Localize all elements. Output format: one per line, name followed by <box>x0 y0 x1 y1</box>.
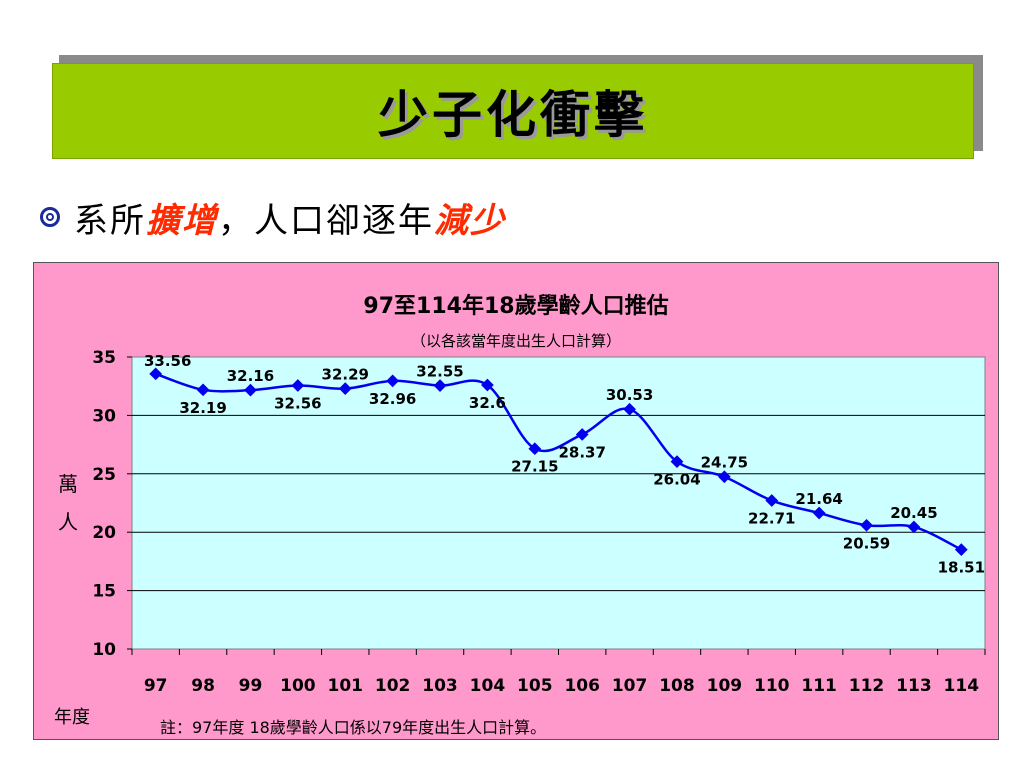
data-label: 32.96 <box>369 390 416 408</box>
data-label: 18.51 <box>938 559 985 577</box>
x-tick-label: 100 <box>280 676 316 696</box>
data-label: 20.59 <box>843 534 890 552</box>
data-label: 27.15 <box>511 458 558 476</box>
x-tick-label: 98 <box>191 676 215 696</box>
x-tick-label: 107 <box>612 676 648 696</box>
plot-area <box>131 356 986 650</box>
data-label: 24.75 <box>701 454 748 472</box>
data-point <box>386 374 400 388</box>
y-tick-label: 25 <box>92 465 116 485</box>
x-tick-label: 103 <box>422 676 458 696</box>
data-label: 32.19 <box>179 399 226 417</box>
chart-frame: 97至114年18歲學齡人口推估 （以各該當年度出生人口計算） 10 15 20 25… <box>33 262 999 740</box>
chart-subtitle: （以各該當年度出生人口計算） <box>411 332 621 350</box>
bullet-text-2: ，人口卻逐年 <box>218 200 434 241</box>
bullet-line: 系所 擴增 ，人口卻逐年 減少 <box>40 192 506 242</box>
bullet-text-1: 系所 <box>74 200 146 241</box>
data-point <box>433 379 447 392</box>
data-point <box>291 379 305 392</box>
x-tick-label: 97 <box>144 676 168 696</box>
data-point <box>244 383 257 397</box>
data-point <box>196 383 210 397</box>
data-label: 32.29 <box>322 366 369 384</box>
y-tick-label: 10 <box>92 640 116 660</box>
x-tick-label: 114 <box>944 676 980 696</box>
x-axis-label: 年度 <box>54 707 90 728</box>
circle-bullet-icon <box>40 207 60 227</box>
y-axis-label-char: 萬 <box>58 472 78 496</box>
bullet-highlight-2: 減少 <box>434 200 506 241</box>
data-point <box>338 382 352 396</box>
x-tick-label: 108 <box>659 676 695 696</box>
data-label: 33.56 <box>144 352 191 370</box>
x-tick-label: 102 <box>375 676 411 696</box>
data-label: 32.6 <box>469 394 506 412</box>
data-label: 28.37 <box>558 443 605 461</box>
x-tick-label: 106 <box>564 676 600 696</box>
y-tick-label: 15 <box>92 582 116 602</box>
data-label: 30.53 <box>606 386 653 404</box>
x-tick-label: 104 <box>470 676 506 696</box>
y-axis-label-char: 人 <box>58 510 78 534</box>
y-tick-label: 35 <box>92 348 116 368</box>
chart-note: 註：97年度 18歲學齡人口係以79年度出生人口計算。 <box>160 718 546 737</box>
y-tick-label: 20 <box>92 523 116 543</box>
x-tick-label: 101 <box>328 676 364 696</box>
bullet-highlight-1: 擴增 <box>146 200 218 241</box>
slide-title: 少子化衝擊 <box>378 85 648 144</box>
data-label: 22.71 <box>748 510 795 528</box>
x-tick-label: 99 <box>239 676 263 696</box>
chart-title: 97至114年18歲學齡人口推估 <box>363 293 668 319</box>
data-label: 32.55 <box>416 363 463 381</box>
x-tick-label: 111 <box>801 676 837 696</box>
data-label: 20.45 <box>890 504 937 522</box>
x-tick-label: 113 <box>896 676 932 696</box>
x-tick-label: 110 <box>754 676 790 696</box>
data-label: 21.64 <box>795 490 842 508</box>
data-label: 32.56 <box>274 394 321 412</box>
y-tick-label: 30 <box>92 406 116 426</box>
data-label: 32.16 <box>227 367 274 385</box>
x-tick-label: 105 <box>517 676 553 696</box>
title-banner: 少子化衝擊 <box>52 63 974 159</box>
data-label: 26.04 <box>653 471 700 489</box>
x-tick-label: 109 <box>707 676 743 696</box>
line-chart: 97至114年18歲學齡人口推估 （以各該當年度出生人口計算） 10 15 20 25… <box>54 293 986 737</box>
x-tick-label: 112 <box>849 676 885 696</box>
